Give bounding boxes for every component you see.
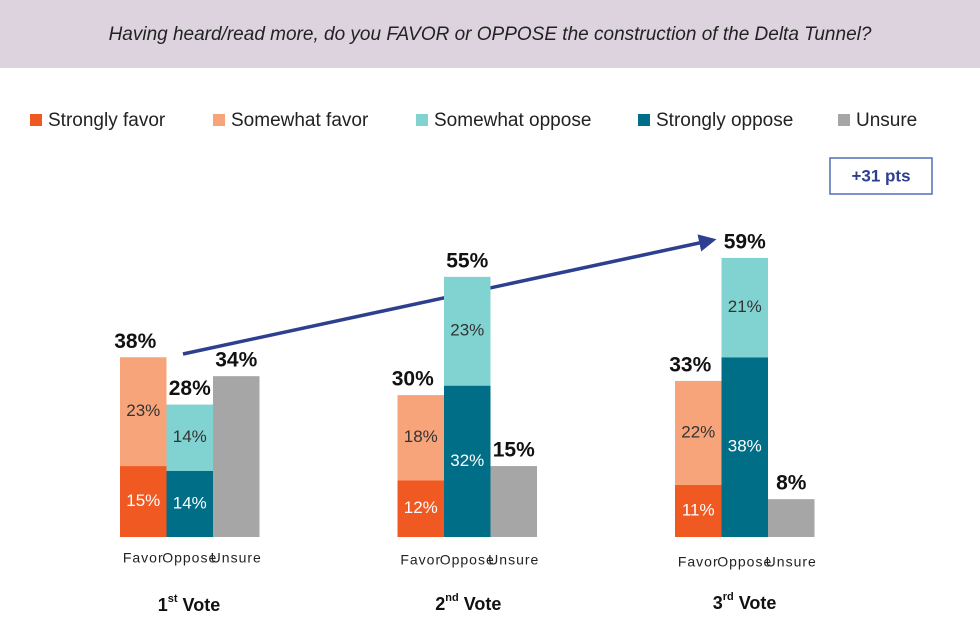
legend-label: Somewhat favor <box>231 110 369 131</box>
legend-swatch <box>416 114 428 126</box>
group-word: Vote <box>464 594 502 614</box>
total-label: 15% <box>493 439 535 462</box>
total-label: 28% <box>169 377 211 400</box>
value-label: 38% <box>728 437 762 456</box>
group-label: 1st Vote <box>158 593 220 615</box>
legend-label: Strongly oppose <box>656 110 793 131</box>
bar-segment <box>120 466 167 537</box>
bar-segment <box>675 380 722 485</box>
group-word: Vote <box>739 593 777 613</box>
stack-label: Oppose <box>717 554 772 570</box>
bar-segment <box>675 484 722 537</box>
bar-segment <box>213 376 260 537</box>
total-label: 34% <box>215 349 257 372</box>
bar-segment <box>721 357 768 537</box>
value-label: 15% <box>126 491 160 510</box>
value-label: 14% <box>173 427 207 446</box>
total-label: 33% <box>669 353 711 376</box>
value-label: 12% <box>404 498 438 517</box>
value-label: 23% <box>126 401 160 420</box>
annotation: +31 pts <box>851 166 910 185</box>
stack-label: Unsure <box>766 554 817 570</box>
bar-segment <box>721 257 768 358</box>
bar-segment <box>444 276 491 386</box>
group-label: 3rd Vote <box>713 591 777 613</box>
stack-label: Unsure <box>488 552 539 568</box>
value-label: 23% <box>450 321 484 340</box>
value-label: 11% <box>682 500 715 519</box>
bar-segment <box>490 466 537 537</box>
title-band <box>0 0 980 68</box>
annotation-box <box>829 157 933 195</box>
stack-label: Favor <box>123 550 164 566</box>
total-label: 55% <box>446 249 488 272</box>
bar-segment <box>397 480 444 537</box>
group-label: 2nd Vote <box>435 592 501 614</box>
group-ordinal: rd <box>723 591 734 603</box>
stack-label: Oppose <box>162 550 217 566</box>
value-label: 22% <box>681 422 715 441</box>
value-label: 32% <box>450 451 484 470</box>
legend-swatch <box>838 114 850 126</box>
bar-segment <box>397 395 444 481</box>
stack-label: Oppose <box>440 552 495 568</box>
bar-segment <box>120 357 167 467</box>
group-number: 2 <box>435 594 445 614</box>
value-label: 21% <box>728 297 762 316</box>
legend-swatch <box>213 114 225 126</box>
value-label: 14% <box>173 493 207 512</box>
bar-segment <box>166 404 213 471</box>
stack-label: Favor <box>678 554 719 570</box>
legend-swatch <box>30 114 42 126</box>
group-word: Vote <box>183 595 221 615</box>
total-label: 59% <box>724 230 766 253</box>
stack-label: Unsure <box>211 550 262 566</box>
value-label: 18% <box>404 427 438 446</box>
group-ordinal: st <box>168 593 178 605</box>
group-number: 1 <box>158 595 168 615</box>
legend-label: Strongly favor <box>48 110 166 131</box>
bar-segment <box>444 385 491 537</box>
legend-swatch <box>638 114 650 126</box>
total-label: 30% <box>392 368 434 391</box>
group-ordinal: nd <box>445 592 458 604</box>
legend-label: Unsure <box>856 110 917 131</box>
chart-title: Having heard/read more, do you FAVOR or … <box>109 24 872 45</box>
total-label: 8% <box>776 472 807 495</box>
bar-segment <box>768 499 815 537</box>
total-label: 38% <box>114 330 156 353</box>
group-number: 3 <box>713 593 723 613</box>
bar-segment <box>166 470 213 537</box>
legend-label: Somewhat oppose <box>434 110 591 131</box>
stack-label: Favor <box>400 552 441 568</box>
